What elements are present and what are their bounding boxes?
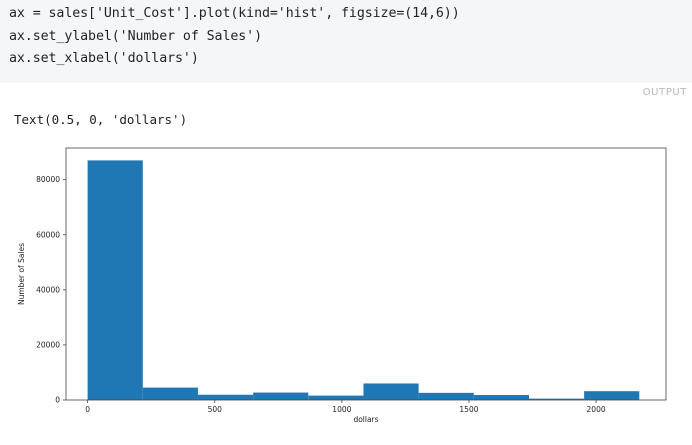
code-line: ax = sales['Unit_Cost'].plot(kind='hist'…: [9, 6, 460, 21]
histogram-bar: [308, 395, 364, 400]
code-cell[interactable]: ax = sales['Unit_Cost'].plot(kind='hist'…: [0, 0, 692, 83]
output-text: Text(0.5, 0, 'dollars'): [14, 112, 188, 127]
y-axis-ticks: 0 20000 40000 60000 80000: [36, 175, 66, 405]
y-tick-label: 40000: [36, 285, 60, 294]
x-tick-label: 0: [85, 405, 90, 414]
histogram-bar: [363, 383, 419, 400]
histogram-bar: [253, 392, 309, 400]
histogram-bar: [584, 391, 640, 400]
x-axis-ticks: 0 500 1000 1500 2000: [85, 400, 606, 414]
plot-frame: [65, 147, 667, 401]
code-line: ax.set_xlabel('dollars'): [9, 51, 199, 66]
x-tick-label: 1000: [332, 405, 351, 414]
output-label: OUTPUT: [642, 87, 687, 98]
histogram-bar: [87, 160, 143, 400]
histogram-chart: 0 500 1000 1500 2000 0 20000 40000 60000 80000 d…: [17, 147, 667, 424]
histogram-bar: [418, 392, 474, 400]
y-axis-label: Number of Sales: [17, 243, 26, 305]
histogram-bars: [87, 160, 640, 400]
y-tick-label: 80000: [36, 175, 60, 184]
y-tick-label: 0: [55, 396, 60, 405]
x-tick-label: 500: [208, 405, 223, 414]
histogram-bar: [142, 387, 198, 400]
x-axis-label: dollars: [353, 415, 378, 424]
histogram-bar: [197, 394, 254, 400]
x-tick-label: 1500: [459, 405, 478, 414]
code-line: ax.set_ylabel('Number of Sales'): [9, 29, 262, 44]
histogram-bar: [528, 398, 585, 400]
x-tick-label: 2000: [587, 405, 606, 414]
y-tick-label: 20000: [36, 340, 60, 349]
histogram-bar: [473, 395, 529, 400]
y-tick-label: 60000: [36, 230, 60, 239]
